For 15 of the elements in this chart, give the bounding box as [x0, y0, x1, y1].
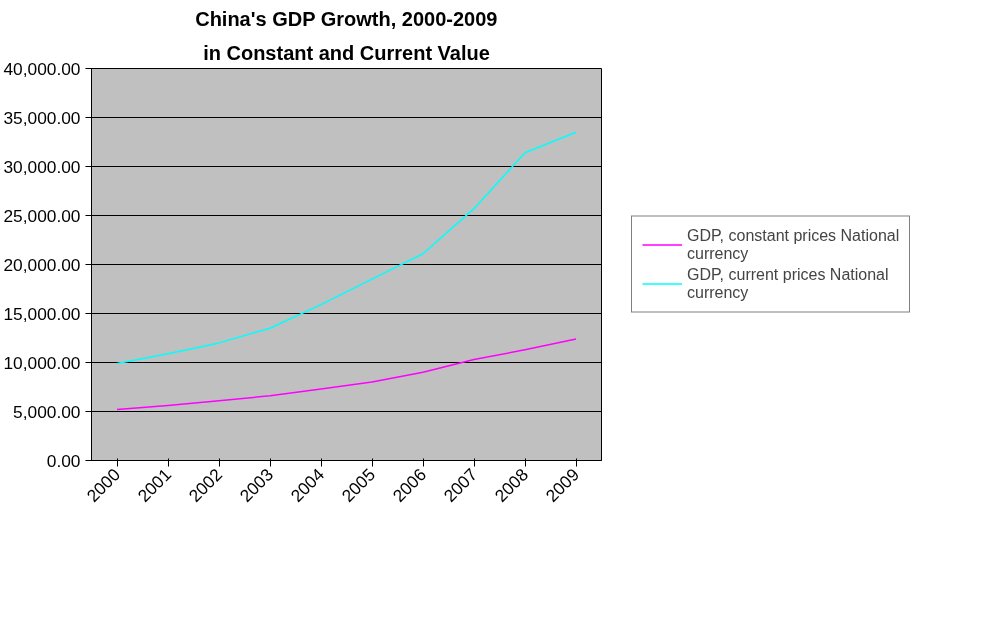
y-tick-label: 35,000.00 — [3, 107, 81, 128]
legend-label: GDP, constant prices National currency — [687, 226, 900, 263]
line-series — [116, 338, 577, 411]
chart-subtitle: in Constant and Current Value — [203, 41, 490, 64]
y-tick-label: 20,000.00 — [3, 254, 81, 275]
y-tick-label: 40,000.00 — [3, 58, 81, 79]
y-tick-label: 10,000.00 — [3, 352, 81, 373]
y-tick-label: 30,000.00 — [3, 156, 81, 177]
y-tick-label: 5,000.00 — [13, 401, 81, 422]
chart-title: China's GDP Growth, 2000-2009 — [195, 7, 498, 30]
y-tick-label: 25,000.00 — [3, 205, 81, 226]
y-tick-label: 15,000.00 — [3, 303, 81, 324]
legend-label: GDP, current prices National currency — [687, 265, 889, 302]
y-tick-label: 0.00 — [46, 450, 81, 471]
line-series — [116, 131, 577, 365]
